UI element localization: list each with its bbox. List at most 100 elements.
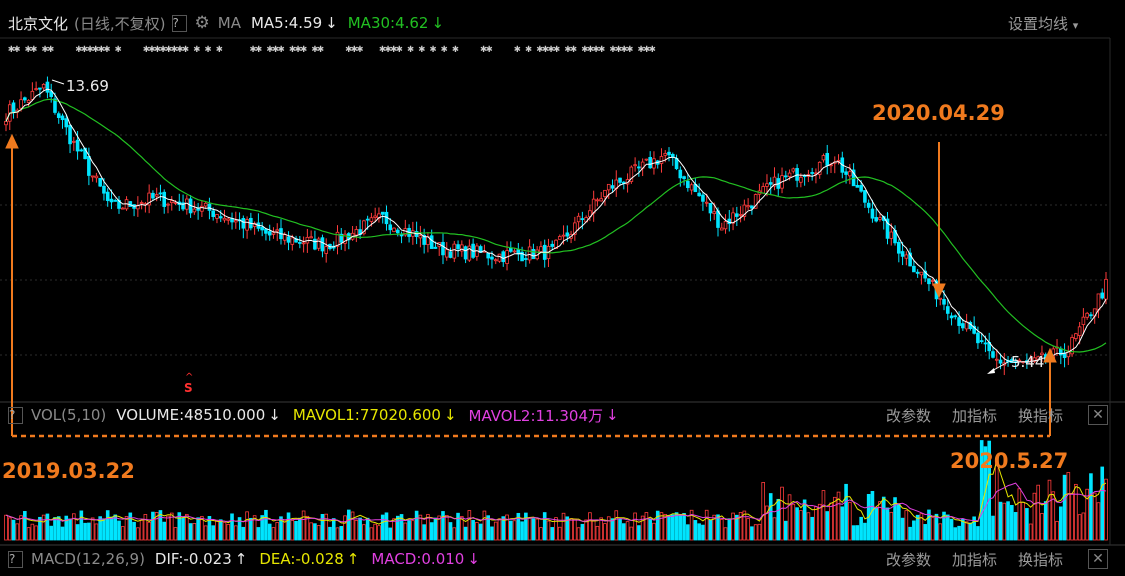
vol-close-icon[interactable]: ✕ (1088, 405, 1108, 425)
macd-help-button[interactable]: ? (8, 550, 23, 568)
volume-bar (90, 517, 95, 541)
candle-body (716, 210, 720, 228)
macd-switch-indicator-button[interactable]: 换指标 (1018, 551, 1064, 569)
volume-bar (56, 516, 61, 541)
dea-value: DEA:-0.028 (259, 550, 344, 568)
indicator-name[interactable]: MA (217, 14, 241, 32)
candle-body (72, 140, 76, 143)
candle-body (761, 186, 765, 194)
candle-body (354, 229, 359, 236)
candle-body (23, 97, 27, 101)
candle-body (1036, 356, 1040, 360)
volume-bar (347, 509, 351, 541)
candle-body (731, 212, 735, 224)
volume-bar (561, 512, 566, 541)
gear-icon[interactable]: ⚙ (194, 13, 210, 33)
volume-bar (806, 512, 811, 541)
candle-body (957, 317, 961, 326)
volume-bar (810, 516, 814, 541)
volume-bar (286, 512, 291, 541)
volume-bar (429, 522, 434, 541)
volume-bar (780, 486, 784, 541)
vol-add-indicator-button[interactable]: 加指标 (952, 407, 998, 425)
volume-bar (94, 523, 99, 541)
ma30-down-arrow-icon: ↓ (431, 14, 445, 32)
macd-params-button[interactable]: 改参数 (886, 551, 932, 569)
vol-help-button[interactable]: ? (8, 406, 23, 424)
volume-bar (949, 518, 954, 541)
candle-body (825, 152, 830, 166)
volume-bar (188, 523, 193, 541)
settings-ma-button[interactable]: 设置均线 ▾ (1008, 13, 1078, 34)
volume-bar (618, 518, 622, 541)
volume-bar (68, 518, 72, 541)
candle-body (787, 172, 792, 177)
macd-close-icon[interactable]: ✕ (1088, 549, 1108, 569)
candle-body (953, 315, 958, 318)
volume-bar (622, 523, 626, 541)
volume-bar (670, 514, 675, 541)
help-button[interactable]: ? (171, 14, 187, 32)
volume-bar (222, 522, 227, 541)
candle-body (181, 202, 185, 210)
dif-up-arrow-icon: ↑ (234, 550, 248, 568)
volume-bar (961, 519, 965, 541)
volume-bar (169, 512, 174, 541)
volume-bar (814, 506, 818, 541)
volume-bar (230, 513, 234, 541)
volume-bar (799, 510, 803, 541)
volume-bar (211, 525, 215, 541)
volume-bar (957, 525, 961, 541)
vol-params-button[interactable]: 改参数 (886, 407, 932, 425)
candle-body (949, 315, 954, 319)
candle-body (576, 215, 581, 223)
volume-bar (181, 517, 185, 541)
candle-body (591, 198, 596, 214)
vol-indicator-name[interactable]: VOL(5,10) (31, 406, 107, 424)
volume-bar (603, 523, 607, 541)
volume-bar (1040, 513, 1044, 541)
candle-body (207, 203, 212, 211)
mavol1-down-arrow-icon: ↓ (443, 406, 457, 424)
candle-body (994, 358, 999, 361)
macd-add-indicator-button[interactable]: 加指标 (952, 551, 998, 569)
volume-bar (218, 519, 223, 541)
candle-body (550, 243, 555, 247)
volume-bar (252, 515, 257, 541)
volume-bar (900, 517, 905, 541)
candle-body (1085, 312, 1089, 318)
candle-body (301, 242, 306, 245)
candle-body (580, 218, 585, 221)
volume-bar (768, 493, 773, 541)
volume-bar (411, 520, 415, 541)
candle-body (972, 325, 976, 334)
candle-body (1096, 293, 1101, 311)
vol-switch-indicator-button[interactable]: 换指标 (1018, 407, 1064, 425)
candle-body (94, 175, 99, 179)
candle-body (527, 246, 532, 261)
volume-bar (147, 521, 151, 541)
volume-bar (836, 491, 841, 541)
candle-body (599, 198, 604, 202)
volume-bar (554, 517, 558, 541)
volume-bar (1021, 501, 1025, 541)
candle-body (41, 83, 46, 89)
candle-body (783, 175, 788, 178)
volume-bar (490, 526, 494, 541)
volume-bar (192, 523, 197, 541)
candle-body (799, 176, 803, 183)
volume-bar (226, 524, 231, 541)
candle-body (233, 220, 238, 223)
event-markers: ✱✱ ✱✱ ✱✱ ✱✱✱✱✱✱ ✱ ✱✱✱✱✱✱✱✱ ✱ ✱ ✱ ✱✱ ✱✱✱ … (8, 42, 656, 55)
volume-bar (241, 526, 246, 541)
candle-body (889, 231, 894, 239)
candle-body (565, 232, 570, 237)
candle-body (1074, 333, 1078, 339)
volume-bar (915, 514, 920, 541)
candle-body (422, 234, 426, 245)
stock-name[interactable]: 北京文化 (8, 14, 69, 33)
candle-body (444, 249, 449, 258)
macd-indicator-name[interactable]: MACD(12,26,9) (31, 550, 145, 568)
volume-bar (640, 515, 645, 541)
volume-bar (350, 511, 355, 541)
